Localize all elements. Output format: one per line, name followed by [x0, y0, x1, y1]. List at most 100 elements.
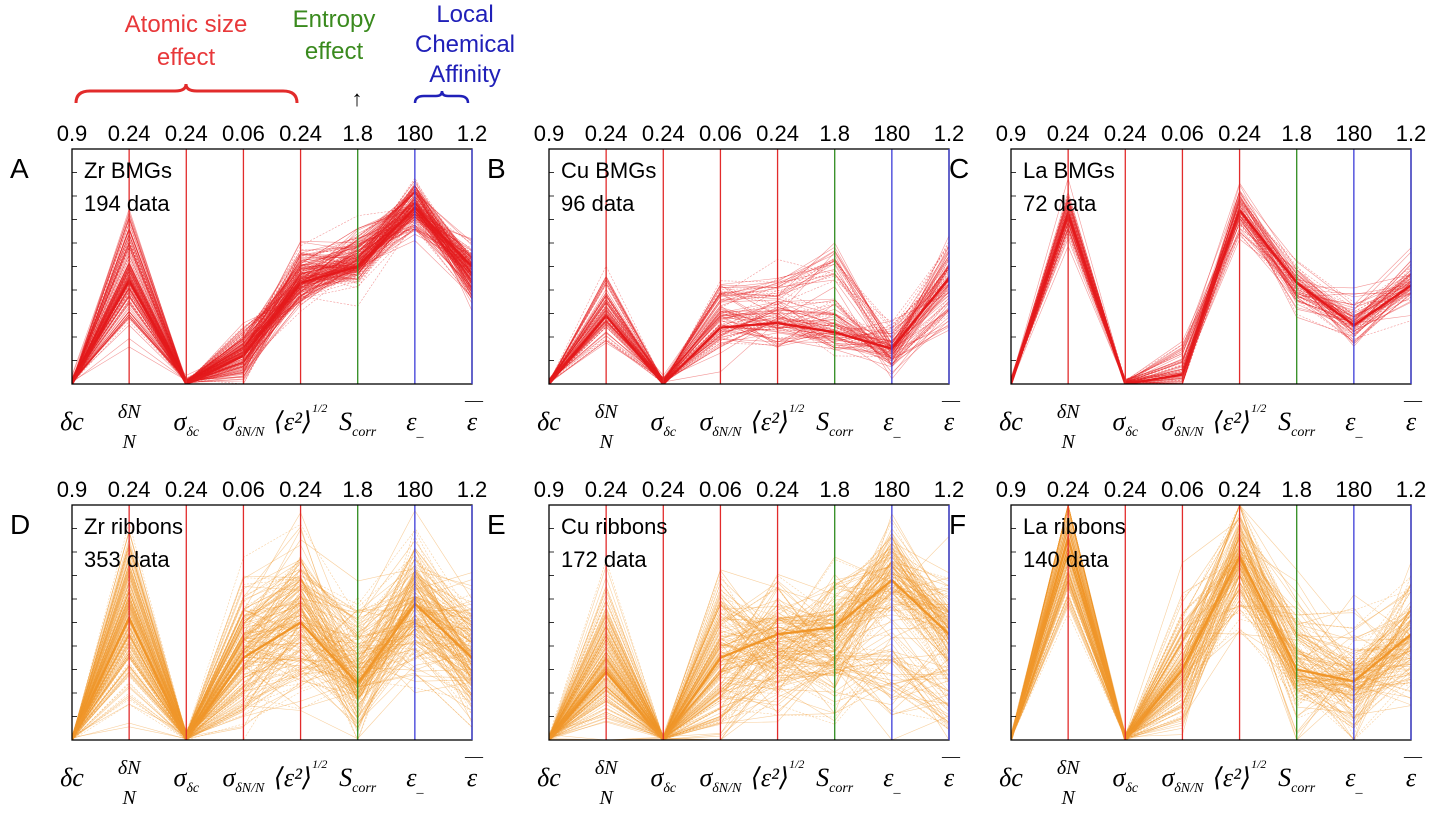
- data-line: [549, 536, 949, 738]
- data-line: [72, 206, 472, 382]
- data-line: [549, 279, 949, 384]
- axis-max-label: 1.8: [342, 121, 373, 146]
- data-line: [549, 246, 949, 384]
- data-line: [72, 199, 472, 383]
- data-line: [1011, 540, 1411, 740]
- data-line: [1011, 206, 1411, 383]
- data-line: [549, 544, 949, 740]
- axis-max-label: 0.24: [1047, 121, 1090, 146]
- data-line: [549, 597, 949, 740]
- data-line: [1011, 538, 1411, 738]
- data-line: [1011, 516, 1411, 740]
- axis-label: ε—: [941, 390, 961, 436]
- data-line: [549, 562, 949, 740]
- data-line: [549, 267, 949, 384]
- axis-label: ε—: [464, 746, 484, 792]
- data-line: [549, 285, 949, 384]
- svg-text:—: —: [941, 390, 961, 410]
- data-line: [549, 608, 949, 737]
- axis-max-label: 0.24: [1047, 477, 1090, 502]
- data-line: [1011, 526, 1411, 740]
- data-line: [72, 621, 472, 739]
- data-line: [549, 669, 949, 739]
- data-line: [72, 568, 472, 739]
- data-line: [549, 595, 949, 740]
- data-line: [549, 572, 949, 739]
- axis-label: ⟨ε²⟩1/2: [1213, 757, 1267, 792]
- svg-text:ε_: ε_: [1345, 763, 1363, 796]
- data-line: [549, 575, 949, 740]
- svg-text:ε_: ε_: [883, 407, 901, 440]
- panel-letter: B: [487, 153, 506, 184]
- data-line: [72, 580, 472, 739]
- axis-max-label: 180: [396, 477, 433, 502]
- data-line: [1011, 580, 1411, 740]
- data-line: [1011, 567, 1411, 738]
- svg-text:ε: ε: [944, 763, 955, 792]
- data-line: [549, 290, 949, 384]
- data-line: [72, 199, 472, 383]
- data-line: [72, 224, 472, 384]
- data-line: [72, 197, 472, 384]
- data-line: [72, 577, 472, 740]
- svg-text:Scorr: Scorr: [1278, 407, 1316, 440]
- data-line: [72, 639, 472, 740]
- data-line: [549, 636, 949, 740]
- data-line: [549, 566, 949, 740]
- data-line: [1011, 516, 1411, 738]
- data-line: [549, 577, 949, 738]
- data-line: [72, 188, 472, 384]
- data-line: [72, 213, 472, 383]
- data-line: [72, 557, 472, 738]
- data-line: [72, 596, 472, 740]
- panel-subtitle: 194 data: [84, 191, 170, 216]
- data-line: [1011, 505, 1411, 740]
- data-line: [72, 191, 472, 383]
- data-line: [549, 588, 949, 740]
- axis-label: ⟨ε²⟩1/2: [751, 401, 805, 436]
- data-line: [549, 260, 949, 384]
- data-line: [1011, 545, 1411, 740]
- data-line: [1011, 193, 1411, 384]
- svg-text:—: —: [941, 746, 961, 766]
- data-line: [549, 659, 949, 738]
- data-line: [72, 202, 472, 383]
- data-line: [72, 613, 472, 740]
- axis-label: ε_: [1345, 763, 1363, 796]
- data-line: [72, 576, 472, 740]
- data-line: [72, 187, 472, 384]
- axis-label: σδc: [651, 407, 677, 440]
- axis-label: ⟨ε²⟩1/2: [274, 757, 328, 792]
- data-line: [1011, 539, 1411, 740]
- data-line: [549, 266, 949, 383]
- axis-max-label: 0.9: [996, 477, 1027, 502]
- svg-text:Scorr: Scorr: [816, 763, 854, 796]
- data-line: [72, 636, 472, 740]
- data-line: [549, 269, 949, 384]
- data-line: [1011, 579, 1411, 740]
- data-line: [549, 536, 949, 740]
- data-line: [72, 598, 472, 740]
- svg-text:δc: δc: [537, 407, 561, 436]
- data-line: [72, 628, 472, 738]
- data-line: [72, 544, 472, 740]
- data-line: [1011, 518, 1411, 739]
- data-line: [549, 581, 949, 737]
- panel-title: La BMGs: [1023, 158, 1115, 183]
- data-line: [1011, 545, 1411, 738]
- data-line: [72, 570, 472, 738]
- data-line: [72, 582, 472, 740]
- svg-text:δc: δc: [537, 763, 561, 792]
- data-line: [1011, 507, 1411, 739]
- data-line: [72, 184, 472, 384]
- data-line: [549, 643, 949, 740]
- data-line: [72, 212, 472, 384]
- data-line: [72, 572, 472, 738]
- svg-text:σδc: σδc: [174, 407, 200, 440]
- data-line: [1011, 182, 1411, 384]
- data-line: [72, 214, 472, 384]
- data-line: [549, 307, 949, 384]
- data-line: [72, 603, 472, 739]
- data-line: [549, 280, 949, 384]
- data-line: [72, 204, 472, 383]
